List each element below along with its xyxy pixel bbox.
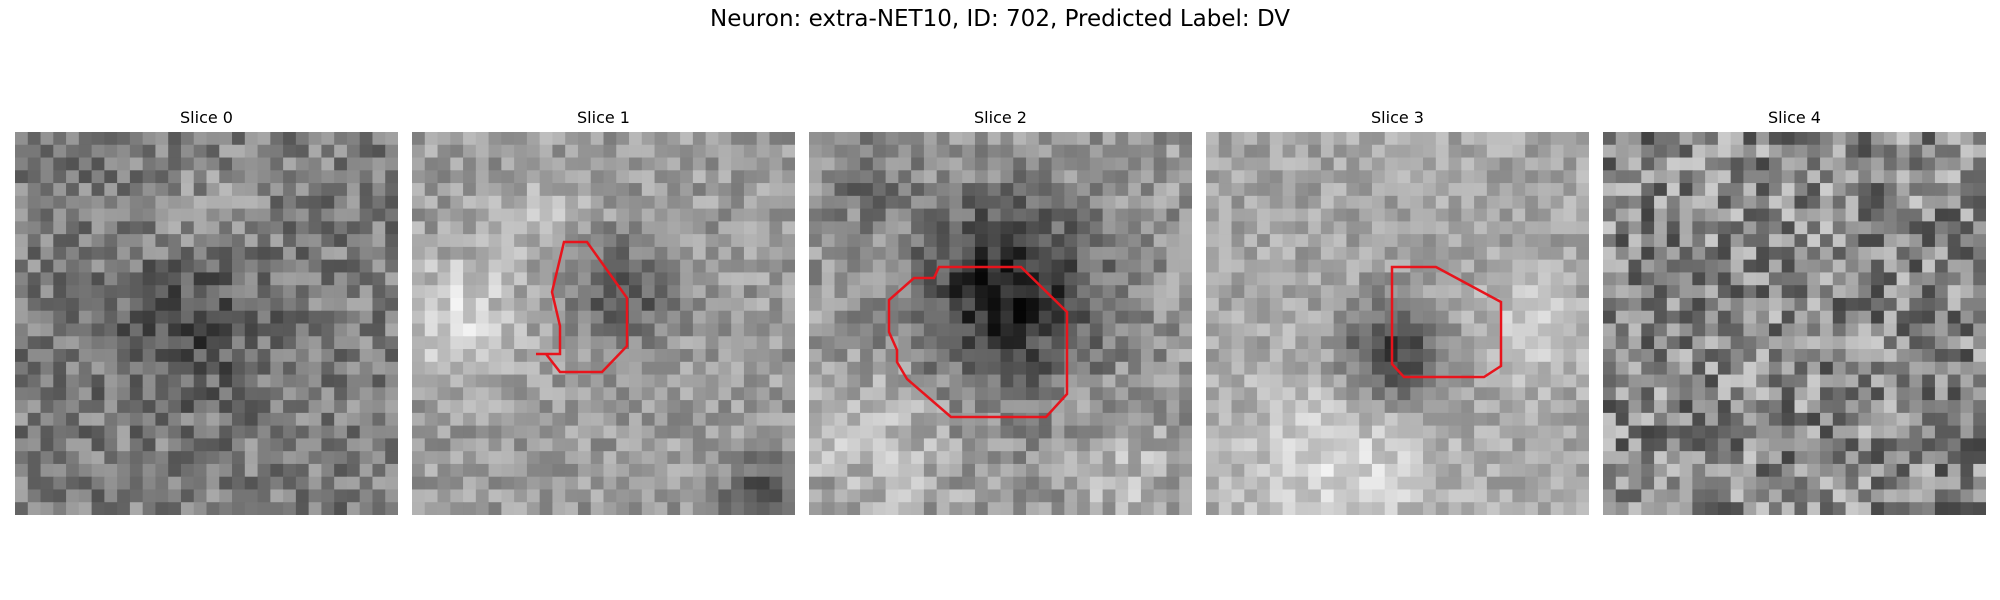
slice-panel-2: Slice 2 bbox=[809, 108, 1192, 515]
slice-texture-0 bbox=[15, 132, 398, 515]
slice-title-3: Slice 3 bbox=[1371, 108, 1424, 127]
slice-image-4 bbox=[1603, 132, 1986, 515]
slice-panel-0: Slice 0 bbox=[15, 108, 398, 515]
slice-texture-2 bbox=[809, 132, 1192, 515]
roi-contour-3 bbox=[1390, 265, 1503, 379]
slice-panel-3: Slice 3 bbox=[1206, 108, 1589, 515]
slice-image-0 bbox=[15, 132, 398, 515]
slice-image-1 bbox=[412, 132, 795, 515]
slice-title-2: Slice 2 bbox=[974, 108, 1027, 127]
roi-contour-2 bbox=[887, 265, 1069, 419]
slice-panel-4: Slice 4 bbox=[1603, 108, 1986, 515]
slice-image-2 bbox=[809, 132, 1192, 515]
figure-title: Neuron: extra-NET10, ID: 702, Predicted … bbox=[710, 6, 1290, 32]
slice-texture-4 bbox=[1603, 132, 1986, 515]
slice-title-1: Slice 1 bbox=[577, 108, 630, 127]
slice-texture-3 bbox=[1206, 132, 1589, 515]
slice-title-0: Slice 0 bbox=[180, 108, 233, 127]
slice-title-4: Slice 4 bbox=[1768, 108, 1821, 127]
slice-panel-1: Slice 1 bbox=[412, 108, 795, 515]
slice-texture-1 bbox=[412, 132, 795, 515]
slice-image-3 bbox=[1206, 132, 1589, 515]
roi-contour-1 bbox=[536, 240, 629, 374]
